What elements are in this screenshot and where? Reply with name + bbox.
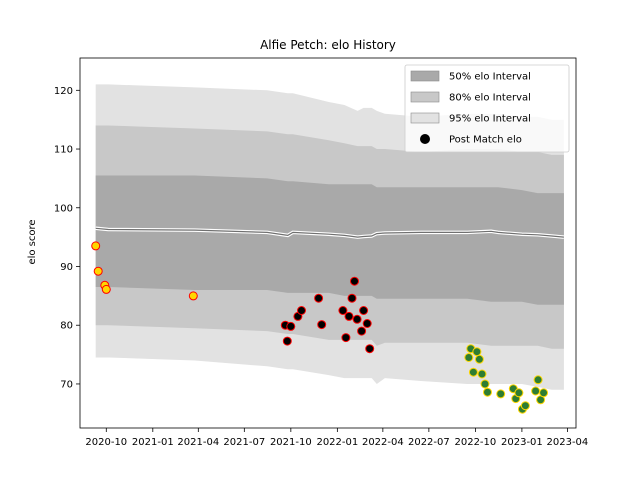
legend-label: 80% elo Interval <box>449 93 531 104</box>
elo-50-interval-band <box>95 175 564 305</box>
y-axis-ticks: 70 80 90 100 110 120 <box>54 86 80 390</box>
x-tick-label: 2023-04 <box>547 437 589 448</box>
x-tick-label: 2021-10 <box>270 437 312 448</box>
x-tick-label: 2022-01 <box>316 437 358 448</box>
elo-point <box>91 241 101 251</box>
x-tick-label: 2022-07 <box>408 437 450 448</box>
legend-label: 50% elo Interval <box>449 72 531 83</box>
elo-point <box>188 291 198 301</box>
elo-point <box>341 333 351 343</box>
legend-label: 95% elo Interval <box>449 114 531 125</box>
x-tick-label: 2021-07 <box>223 437 265 448</box>
elo-point <box>286 321 296 331</box>
legend-swatch <box>410 91 440 103</box>
elo-point <box>477 369 487 379</box>
y-tick-label: 80 <box>60 321 73 332</box>
elo-point <box>352 314 362 324</box>
y-tick-label: 70 <box>60 379 73 390</box>
y-axis-label: elo score <box>27 219 38 264</box>
elo-point <box>483 387 492 397</box>
elo-point <box>282 336 292 346</box>
elo-interval-bands <box>95 84 564 390</box>
elo-point <box>468 367 478 377</box>
legend-swatch <box>410 70 440 82</box>
elo-point <box>357 326 367 336</box>
chart-title: Alfie Petch: elo History <box>260 38 396 52</box>
legend-label: Post Match elo <box>449 135 522 146</box>
elo-point <box>338 306 348 315</box>
elo-point <box>93 266 103 276</box>
elo-point <box>362 319 372 328</box>
x-tick-label: 2022-10 <box>454 437 496 448</box>
y-tick-label: 100 <box>54 203 73 214</box>
elo-point <box>496 389 506 399</box>
mean-elo-line <box>95 227 564 238</box>
elo-point <box>344 311 354 321</box>
elo-point <box>314 293 324 303</box>
elo-point <box>347 293 357 303</box>
post-match-elo-points <box>91 241 549 414</box>
x-tick-label: 2022-04 <box>362 437 404 448</box>
elo-point <box>514 388 524 398</box>
y-tick-label: 120 <box>54 86 73 97</box>
elo-point <box>472 347 482 357</box>
legend: 50% elo Interval 80% elo Interval 95% elo … <box>404 64 570 153</box>
legend-box <box>404 64 570 153</box>
y-tick-label: 90 <box>60 262 73 273</box>
legend-marker <box>420 134 430 144</box>
x-axis-ticks: 2020-10 2021-01 2021-04 2021-07 2021-10 2022-… <box>85 428 588 448</box>
elo-point <box>520 401 530 411</box>
x-tick-label: 2023-01 <box>501 437 543 448</box>
elo-point <box>350 276 359 286</box>
elo-point <box>474 354 484 364</box>
x-tick-label: 2021-04 <box>177 437 219 448</box>
elo-point <box>365 344 375 354</box>
y-tick-label: 110 <box>54 145 73 156</box>
elo-point <box>539 388 549 398</box>
x-tick-label: 2021-01 <box>132 437 174 448</box>
plot-frame <box>79 57 577 429</box>
elo-point <box>101 284 111 294</box>
legend-swatch <box>410 112 440 124</box>
elo-point <box>464 353 474 362</box>
elo-point <box>317 320 327 330</box>
elo-point <box>359 306 369 315</box>
elo-point <box>297 306 306 315</box>
elo-point <box>533 375 543 385</box>
elo-point <box>531 386 541 396</box>
elo-point <box>480 379 490 389</box>
elo-mean-line <box>95 226 565 239</box>
x-tick-label: 2020-10 <box>85 437 127 448</box>
